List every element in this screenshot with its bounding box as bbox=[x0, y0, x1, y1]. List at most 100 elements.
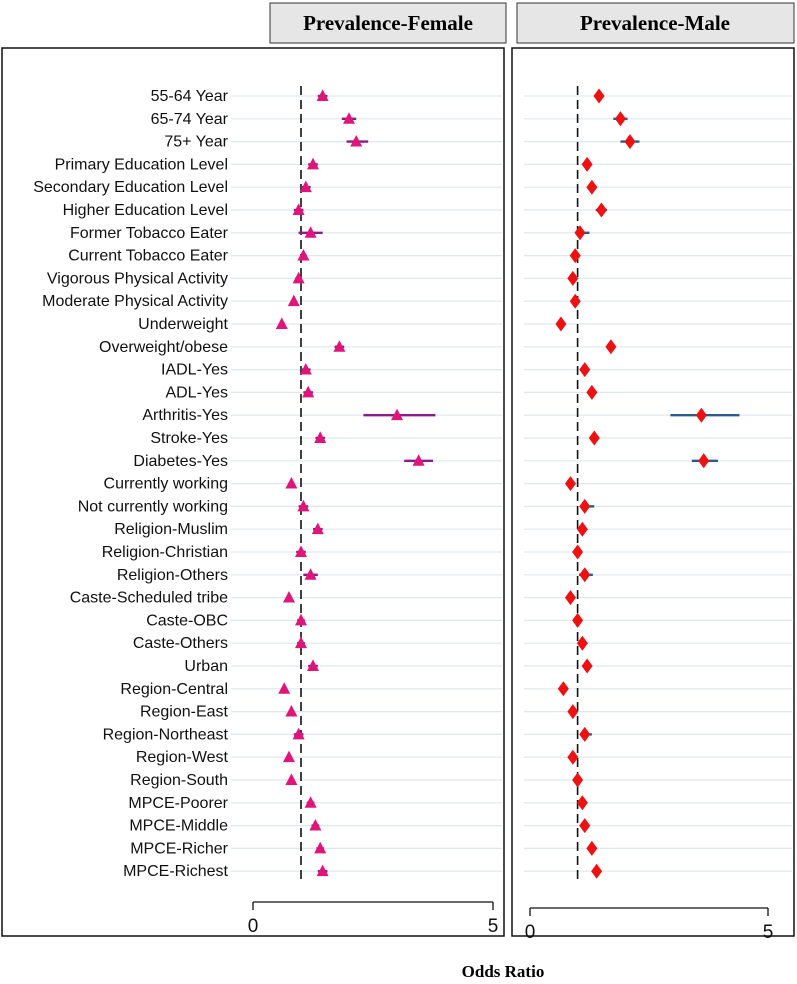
female-point-marker bbox=[314, 431, 327, 443]
male-point-marker bbox=[624, 134, 636, 150]
category-label: Former Tobacco Eater bbox=[70, 225, 229, 242]
male-point-marker bbox=[579, 726, 591, 742]
male-point-marker bbox=[581, 156, 593, 172]
category-label: Moderate Physical Activity bbox=[42, 293, 228, 310]
female-point-marker bbox=[283, 750, 295, 763]
category-label: Region-East bbox=[140, 704, 229, 721]
male-point-marker bbox=[579, 818, 591, 834]
male-point-marker bbox=[567, 749, 579, 765]
female-point-marker bbox=[412, 454, 425, 466]
female-point-marker bbox=[292, 727, 305, 740]
male-point-marker bbox=[614, 111, 626, 127]
male-point-marker bbox=[593, 88, 605, 104]
category-label: Caste-OBC bbox=[146, 612, 228, 629]
male-point-marker bbox=[579, 362, 591, 378]
female-point-marker bbox=[350, 135, 363, 147]
female-plot-area: 55-64 Year 65-74 Year 75+ Year Primary Educ… bbox=[33, 86, 502, 937]
category-label: Primary Education Level bbox=[55, 156, 228, 173]
category-label: Region-Central bbox=[120, 681, 228, 698]
female-point-marker bbox=[311, 522, 324, 535]
female-point-marker bbox=[297, 249, 310, 261]
male-point-marker bbox=[588, 430, 600, 446]
male-point-marker bbox=[572, 544, 584, 560]
female-point-marker bbox=[307, 659, 319, 671]
female-x-tick-label: 5 bbox=[488, 916, 499, 937]
male-point-marker bbox=[569, 293, 581, 309]
category-label: MPCE-Richest bbox=[123, 863, 228, 880]
female-point-marker bbox=[304, 796, 317, 808]
male-point-marker bbox=[586, 840, 598, 856]
category-label: Caste-Scheduled tribe bbox=[70, 590, 228, 607]
category-label: Religion-Muslim bbox=[114, 521, 228, 538]
female-point-marker bbox=[316, 89, 329, 101]
male-point-marker bbox=[567, 704, 579, 720]
category-label: MPCE-Richer bbox=[130, 840, 228, 857]
category-label: Currently working bbox=[104, 476, 228, 493]
category-label: ADL-Yes bbox=[165, 384, 228, 401]
female-point-marker bbox=[285, 773, 298, 785]
female-point-marker bbox=[391, 408, 403, 421]
x-axis-title: Odds Ratio bbox=[462, 962, 545, 981]
female-point-marker bbox=[295, 636, 307, 649]
female-point-marker bbox=[292, 271, 305, 284]
female-point-marker bbox=[283, 591, 295, 603]
male-point-marker bbox=[695, 407, 707, 423]
female-point-marker bbox=[307, 157, 319, 170]
male-point-marker bbox=[555, 316, 567, 332]
female-point-marker bbox=[343, 112, 355, 124]
male-point-marker bbox=[586, 179, 598, 195]
female-x-tick-label: 0 bbox=[248, 916, 259, 937]
male-point-marker bbox=[591, 863, 603, 879]
category-label: Religion-Others bbox=[117, 567, 228, 584]
category-label: Vigorous Physical Activity bbox=[47, 270, 228, 287]
male-point-marker bbox=[698, 453, 710, 469]
female-point-marker bbox=[304, 226, 317, 238]
female-panel-frame bbox=[1, 47, 505, 937]
male-panel-header: Prevalence-Male bbox=[516, 2, 795, 44]
male-point-marker bbox=[605, 339, 617, 355]
male-point-marker bbox=[576, 521, 588, 537]
category-label: Not currently working bbox=[78, 498, 228, 515]
category-label: Region-West bbox=[136, 749, 229, 766]
male-point-marker bbox=[595, 202, 607, 218]
category-label: Underweight bbox=[138, 316, 228, 333]
female-point-marker bbox=[309, 819, 322, 831]
female-point-marker bbox=[297, 499, 310, 512]
female-point-marker bbox=[275, 317, 288, 329]
male-point-marker bbox=[579, 567, 591, 583]
female-point-marker bbox=[304, 568, 317, 580]
category-label: Religion-Christian bbox=[102, 544, 228, 561]
male-point-marker bbox=[581, 658, 593, 674]
male-point-marker bbox=[586, 384, 598, 400]
category-label: Overweight/obese bbox=[99, 339, 228, 356]
category-label: Stroke-Yes bbox=[150, 430, 228, 447]
category-label: Higher Education Level bbox=[63, 202, 228, 219]
male-point-marker bbox=[564, 476, 576, 492]
male-point-marker bbox=[572, 772, 584, 788]
male-panel-frame bbox=[511, 47, 795, 937]
male-panel-title: Prevalence-Male bbox=[580, 11, 730, 35]
category-label: Secondary Education Level bbox=[33, 179, 228, 196]
female-point-marker bbox=[292, 203, 305, 215]
male-point-marker bbox=[572, 612, 584, 628]
category-label: 55-64 Year bbox=[151, 88, 229, 105]
male-point-marker bbox=[564, 590, 576, 606]
category-label: 75+ Year bbox=[164, 134, 228, 151]
female-point-marker bbox=[285, 477, 298, 489]
female-panel-title: Prevalence-Female bbox=[303, 11, 473, 35]
female-point-marker bbox=[295, 545, 307, 557]
female-point-marker bbox=[299, 180, 312, 193]
female-point-marker bbox=[314, 841, 327, 854]
male-x-tick-label: 5 bbox=[763, 922, 774, 943]
female-point-marker bbox=[299, 363, 312, 375]
female-point-marker bbox=[316, 864, 329, 877]
female-point-marker bbox=[295, 613, 307, 626]
category-label: IADL-Yes bbox=[161, 362, 228, 379]
female-point-marker bbox=[333, 340, 346, 352]
male-point-marker bbox=[579, 498, 591, 514]
female-point-marker bbox=[278, 682, 291, 694]
male-point-marker bbox=[557, 681, 569, 697]
category-label: MPCE-Poorer bbox=[128, 795, 228, 812]
category-label: Region-Northeast bbox=[103, 726, 229, 743]
